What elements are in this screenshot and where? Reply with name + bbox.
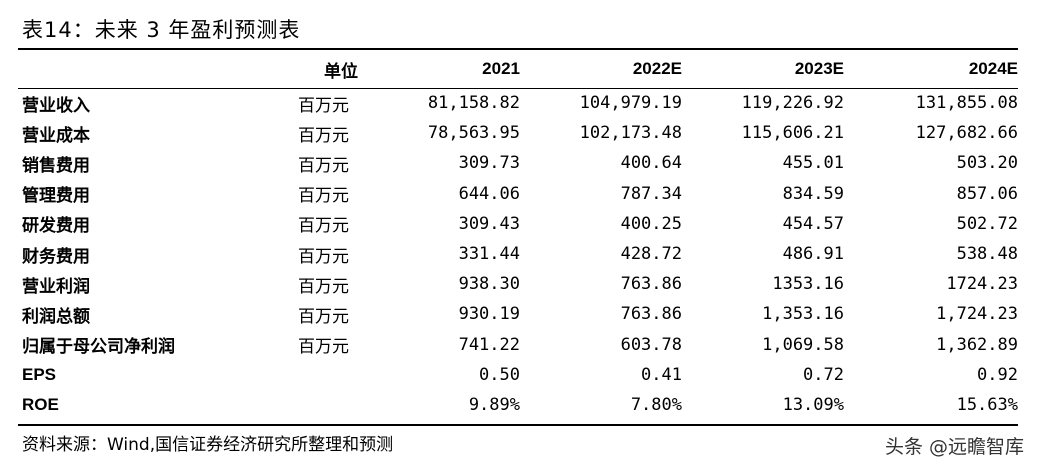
value-2022e: 763.86 <box>620 304 682 325</box>
profit-forecast-table: 单位 2021 2022E 2023E 2024E 营业收入 百万元 81,15… <box>18 52 1018 420</box>
value-2024e: 1724.23 <box>946 274 1018 295</box>
header-2021: 2021 <box>482 59 520 78</box>
value-2021: 938.30 <box>458 274 520 295</box>
value-2024e: 857.06 <box>956 183 1018 204</box>
value-2023e: 115,606.21 <box>741 123 844 144</box>
value-2022e: 400.64 <box>620 153 682 174</box>
row-unit: 百万元 <box>298 276 349 297</box>
value-2023e: 454.57 <box>782 213 844 234</box>
row-unit <box>296 360 358 390</box>
table-row: ROE 9.89% 7.80% 13.09% 15.63% <box>18 390 1018 420</box>
value-2023e: 119,226.92 <box>741 93 844 114</box>
row-label: 营业收入 <box>22 95 90 116</box>
row-label: 营业成本 <box>22 125 90 146</box>
value-2021: 309.73 <box>458 153 520 174</box>
row-label: EPS <box>22 364 57 384</box>
value-2024e: 0.92 <box>977 364 1018 385</box>
watermark: 头条 @远瞻智库 <box>884 436 1024 458</box>
row-unit <box>296 390 358 420</box>
value-2024e: 127,682.66 <box>915 123 1018 144</box>
value-2022e: 0.41 <box>641 364 682 385</box>
top-rule <box>18 48 1018 50</box>
value-2021: 78,563.95 <box>427 123 520 144</box>
value-2022e: 400.25 <box>620 213 682 234</box>
value-2024e: 1,362.89 <box>936 334 1018 355</box>
value-2021: 331.44 <box>458 244 520 265</box>
header-2023e: 2023E <box>794 59 844 78</box>
row-label: 营业利润 <box>22 276 90 297</box>
header-2022e: 2022E <box>632 59 682 78</box>
value-2022e: 7.80% <box>630 394 682 415</box>
table-row: 财务费用 百万元 331.44 428.72 486.91 538.48 <box>18 239 1018 269</box>
table-row: 销售费用 百万元 309.73 400.64 455.01 503.20 <box>18 148 1018 178</box>
value-2022e: 428.72 <box>620 244 682 265</box>
value-2021: 81,158.82 <box>427 93 520 114</box>
table-row: 利润总额 百万元 930.19 763.86 1,353.16 1,724.23 <box>18 299 1018 329</box>
row-label: ROE <box>22 394 59 414</box>
header-rule <box>18 88 1018 89</box>
row-unit: 百万元 <box>298 216 349 237</box>
table-row: 研发费用 百万元 309.43 400.25 454.57 502.72 <box>18 209 1018 239</box>
value-2023e: 834.59 <box>782 183 844 204</box>
value-2024e: 538.48 <box>956 244 1018 265</box>
value-2022e: 787.34 <box>620 183 682 204</box>
row-label: 销售费用 <box>22 155 90 176</box>
row-label: 管理费用 <box>22 186 90 207</box>
value-2024e: 1,724.23 <box>936 304 1018 325</box>
value-2022e: 763.86 <box>620 274 682 295</box>
value-2021: 644.06 <box>458 183 520 204</box>
value-2021: 9.89% <box>468 394 520 415</box>
value-2023e: 0.72 <box>803 364 844 385</box>
row-label: 研发费用 <box>22 216 90 237</box>
value-2023e: 1353.16 <box>772 274 844 295</box>
value-2023e: 1,069.58 <box>762 334 844 355</box>
header-metric <box>18 52 296 86</box>
value-2024e: 131,855.08 <box>915 93 1018 114</box>
row-unit: 百万元 <box>298 186 349 207</box>
value-2022e: 104,979.19 <box>579 93 682 114</box>
value-2023e: 455.01 <box>782 153 844 174</box>
bottom-rule <box>18 424 1018 426</box>
value-2021: 0.50 <box>479 364 520 385</box>
row-unit: 百万元 <box>298 337 349 358</box>
table-row: 归属于母公司净利润 百万元 741.22 603.78 1,069.58 1,3… <box>18 330 1018 360</box>
source-note: 资料来源：Wind,国信证券经济研究所整理和预测 <box>22 435 394 455</box>
table-row: EPS 0.50 0.41 0.72 0.92 <box>18 360 1018 390</box>
header-2024e: 2024E <box>968 59 1018 78</box>
value-2021: 741.22 <box>458 334 520 355</box>
value-2022e: 603.78 <box>620 334 682 355</box>
row-label: 利润总额 <box>22 306 90 327</box>
table-row: 营业利润 百万元 938.30 763.86 1353.16 1724.23 <box>18 269 1018 299</box>
table-row: 营业成本 百万元 78,563.95 102,173.48 115,606.21… <box>18 118 1018 148</box>
header-unit: 单位 <box>324 61 358 82</box>
table-title: 表14：未来 3 年盈利预测表 <box>22 18 301 42</box>
value-2024e: 15.63% <box>956 394 1018 415</box>
table-row: 管理费用 百万元 644.06 787.34 834.59 857.06 <box>18 179 1018 209</box>
value-2021: 930.19 <box>458 304 520 325</box>
value-2023e: 1,353.16 <box>762 304 844 325</box>
value-2023e: 486.91 <box>782 244 844 265</box>
row-unit: 百万元 <box>298 155 349 176</box>
row-unit: 百万元 <box>298 95 349 116</box>
value-2024e: 503.20 <box>956 153 1018 174</box>
row-unit: 百万元 <box>298 306 349 327</box>
header-row: 单位 2021 2022E 2023E 2024E <box>18 52 1018 86</box>
row-label: 财务费用 <box>22 246 90 267</box>
value-2023e: 13.09% <box>782 394 844 415</box>
value-2021: 309.43 <box>458 213 520 234</box>
row-label: 归属于母公司净利润 <box>22 337 175 358</box>
row-unit: 百万元 <box>298 125 349 146</box>
table-row: 营业收入 百万元 81,158.82 104,979.19 119,226.92… <box>18 86 1018 118</box>
value-2022e: 102,173.48 <box>579 123 682 144</box>
value-2024e: 502.72 <box>956 213 1018 234</box>
row-unit: 百万元 <box>298 246 349 267</box>
